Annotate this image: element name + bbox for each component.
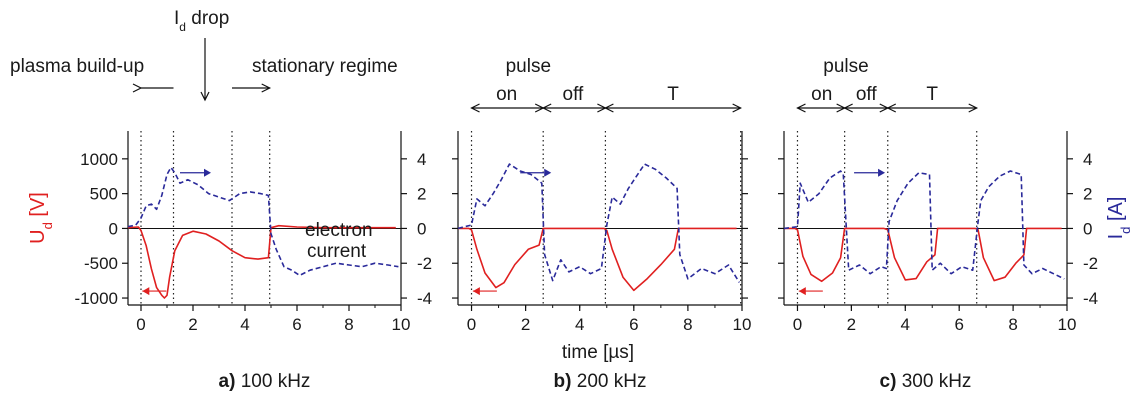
period-arrow-tail (604, 103, 614, 113)
id-drop-main: I (174, 8, 179, 29)
panel-frequency: 300 kHz (902, 371, 972, 392)
annotation-stationary-regime: stationary regime (252, 56, 398, 77)
x-tick-label: 8 (344, 315, 353, 334)
x-tick-label: 6 (954, 315, 963, 334)
panel-caption: c) 300 kHz (880, 371, 972, 392)
y-left-label-sub: d (40, 222, 55, 229)
annotation-id-drop: Id drop (174, 8, 229, 34)
annotation-off: off (856, 84, 878, 105)
series-u-d (458, 227, 737, 292)
annotation-off: off (563, 84, 585, 105)
y-right-tick-label: 2 (417, 185, 426, 204)
x-tick-label: 4 (240, 315, 249, 334)
x-tick-label: 2 (188, 315, 197, 334)
annotation-pulse: pulse (823, 56, 868, 77)
y-left-label-main: U (27, 229, 49, 243)
y-right-tick-label: -4 (417, 289, 432, 308)
y-right-tick-label: -2 (417, 254, 432, 273)
x-tick-label: 6 (629, 315, 638, 334)
right-axis-arrow-head (878, 168, 886, 177)
y-right-tick-label: -2 (1083, 254, 1098, 273)
stationary-arrow-head (261, 83, 272, 93)
x-tick-label: 4 (575, 315, 584, 334)
y-left-tick-label: -1000 (75, 289, 118, 308)
off-arrow-tail (541, 103, 552, 113)
x-tick-label: 2 (521, 315, 530, 334)
right-axis-arrow-head (204, 168, 211, 177)
series-i-d (457, 163, 740, 283)
y-right-tick-label: 0 (1083, 219, 1092, 238)
panel-letter: c) (880, 371, 902, 392)
period-arrow-head (732, 103, 742, 113)
y-right-tick-label: 2 (1083, 185, 1092, 204)
y-left-label-rest: [V] (27, 192, 49, 222)
series-i-d (783, 170, 1065, 280)
annotation-T: T (926, 84, 938, 105)
annotation-on: on (811, 84, 832, 105)
panel-frequency: 200 kHz (577, 371, 647, 392)
annotation-current: current (307, 241, 367, 262)
y-left-tick-label: -500 (84, 254, 118, 273)
x-tick-label: 10 (1058, 315, 1077, 334)
panel-letter: b) (554, 371, 577, 392)
panel-2: 0 2 4 6 8 10 b) 200 kHz pulse on off T (452, 56, 751, 392)
y-left-tick-label: 1000 (80, 150, 118, 169)
id-drop-rest: drop (186, 8, 229, 29)
period-arrow-tail (886, 103, 897, 113)
series-u-d (127, 224, 396, 299)
x-tick-label: 2 (847, 315, 856, 334)
annotation-T: T (667, 84, 679, 105)
series-i-d (127, 166, 399, 277)
panel-caption: b) 200 kHz (554, 371, 647, 392)
panel-letter: a) (219, 371, 241, 392)
left-axis-arrow-head (472, 287, 480, 296)
panel-3: 0 2 4 6 8 10 4 2 0 -2 -4 c) 300 kHz pulse on off T (778, 56, 1098, 392)
annotation-electron: electron (305, 220, 373, 241)
left-axis-arrow-head (142, 287, 150, 296)
panel-caption: a) 100 kHz (219, 371, 311, 392)
x-tick-label: 10 (733, 315, 752, 334)
id-drop-sub: d (179, 20, 186, 34)
left-axis-arrow-head (798, 287, 806, 296)
x-tick-label: 0 (136, 315, 145, 334)
x-tick-label: 0 (793, 315, 802, 334)
y-left-tick-label: 500 (90, 185, 118, 204)
x-tick-label: 6 (292, 315, 301, 334)
x-tick-label: 8 (683, 315, 692, 334)
on-arrow-tail (796, 103, 806, 113)
y-left-tick-label: 0 (109, 219, 118, 238)
y-right-tick-label: -4 (1083, 289, 1098, 308)
panel-frequency: 100 kHz (241, 371, 311, 392)
x-axis-label: time [µs] (562, 342, 634, 363)
y-right-tick-label: 4 (417, 150, 426, 169)
y-left-label: Ud [V] (27, 192, 55, 244)
y-right-label-rest: [A] (1105, 197, 1127, 227)
y-right-label-sub: d (1118, 227, 1133, 234)
annotation-plasma-build-up: plasma build-up (10, 56, 144, 77)
x-tick-label: 10 (392, 315, 411, 334)
plasma-arrow-head (132, 83, 143, 93)
y-right-label: Id [A] (1105, 197, 1133, 240)
panel-1: 0 2 4 6 8 10 1000 500 0 -500 -1000 4 2 0 -2 -4 a) 100 kH… (10, 8, 432, 392)
on-arrow-tail (470, 103, 480, 113)
x-tick-label: 4 (901, 315, 910, 334)
x-tick-label: 0 (467, 315, 476, 334)
annotation-pulse: pulse (506, 56, 551, 77)
y-right-tick-label: 0 (417, 219, 426, 238)
x-tick-label: 8 (1008, 315, 1017, 334)
y-right-label-main: I (1105, 234, 1127, 240)
shared-labels: Ud [V] Id [A] time [µs] (27, 192, 1133, 363)
annotation-on: on (496, 84, 517, 105)
off-arrow-tail (843, 103, 853, 113)
id-drop-arrow-head (200, 91, 210, 102)
y-right-tick-label: 4 (1083, 150, 1092, 169)
period-arrow-head (968, 103, 979, 113)
right-axis-arrow-head (544, 168, 552, 177)
series-u-d (784, 227, 1062, 283)
